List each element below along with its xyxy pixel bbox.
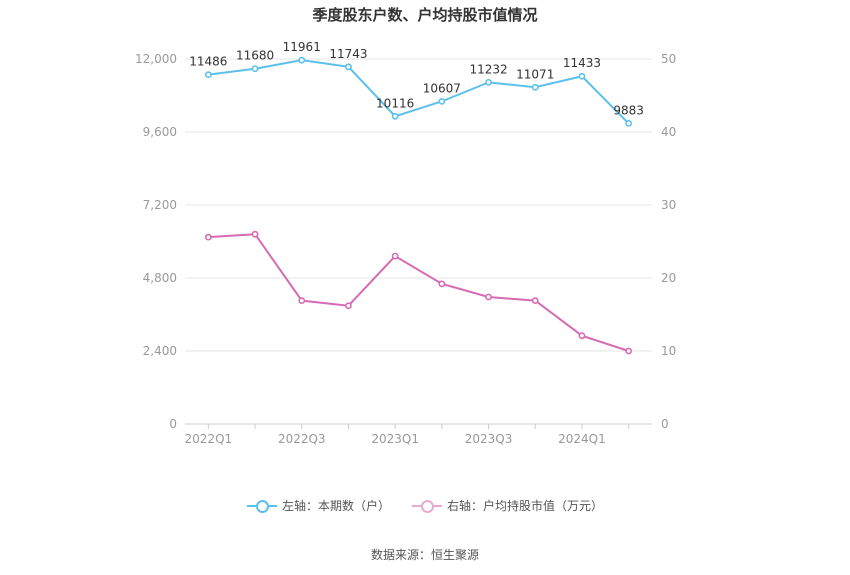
data-source-note: 数据来源：恒生聚源 [370, 548, 479, 562]
right-axis-tick-label: 50 [661, 52, 676, 66]
data-label: 11433 [563, 56, 601, 70]
data-point [204, 71, 212, 79]
legend-item-avg-market-value[interactable]: 右轴：户均持股市值（万元） [412, 497, 603, 514]
left-axis-tick-label: 4,800 [143, 271, 177, 285]
legend-item-households[interactable]: 左轴：本期数（户） [246, 497, 390, 514]
data-point [531, 83, 539, 91]
data-point [531, 297, 539, 305]
series-line-1 [208, 59, 630, 125]
legend-marker-icon [412, 499, 442, 513]
legend-label-households: 左轴：本期数（户） [281, 499, 390, 513]
data-label-layer: 11486 11680 11961 11743 10116 10607 11232 11071… [189, 40, 644, 117]
grid-layer [185, 58, 652, 425]
data-label: 11961 [283, 40, 321, 54]
data-label: 9883 [613, 103, 644, 117]
data-point [438, 280, 446, 288]
right-axis-tick-label: 30 [661, 198, 676, 212]
x-axis-tick-label: 2022Q1 [185, 432, 233, 446]
data-point [204, 233, 212, 241]
legend-marker-icon [246, 499, 277, 513]
data-point [625, 119, 633, 127]
left-axis-tick-label: 0 [169, 417, 177, 431]
data-label: 11071 [516, 67, 554, 81]
data-point [438, 97, 446, 105]
data-point [485, 78, 492, 86]
data-point [251, 230, 259, 238]
x-axis-tick-label: 2022Q3 [278, 432, 326, 446]
data-point [345, 63, 352, 71]
left-axis-tick-label: 2,400 [143, 344, 177, 358]
data-point [345, 302, 352, 310]
right-axis-tick-label: 10 [661, 344, 676, 358]
data-label: 10116 [376, 96, 414, 110]
series-layer [204, 56, 633, 355]
left-axis-tick-label: 9,600 [143, 125, 177, 139]
data-point [391, 112, 399, 120]
legend: 左轴：本期数（户） 右轴：户均持股市值（万元） [0, 497, 850, 514]
data-label: 11232 [469, 62, 507, 76]
data-point [298, 56, 306, 64]
left-axis-tick-label: 7,200 [143, 198, 177, 212]
data-point [578, 72, 586, 80]
legend-label-avg-market-value: 右轴：户均持股市值（万元） [447, 499, 604, 513]
data-point [251, 65, 259, 73]
x-axis-tick-label: 2023Q3 [465, 432, 513, 446]
data-point [578, 332, 586, 340]
right-axis-tick-label: 0 [661, 417, 669, 431]
right-axis-tick-label: 40 [661, 125, 676, 139]
data-point [625, 347, 633, 355]
data-label: 10607 [423, 81, 461, 95]
axis-layer: 0 0 2,400 10 4,800 20 7,200 30 9,600 40 12,000 50 20… [135, 52, 676, 446]
data-point [391, 252, 399, 260]
data-label: 11486 [189, 55, 227, 69]
left-axis-tick-label: 12,000 [135, 52, 177, 66]
data-label: 11743 [329, 47, 367, 61]
data-label: 11680 [236, 49, 274, 63]
right-axis-tick-label: 20 [661, 271, 676, 285]
data-point [298, 297, 306, 305]
data-point [485, 293, 492, 301]
x-axis-tick-label: 2023Q1 [371, 432, 419, 446]
series-line-2 [208, 233, 629, 352]
chart-title: 季度股东户数、户均持股市值情况 [312, 6, 538, 24]
x-axis-tick-label: 2024Q1 [558, 432, 606, 446]
